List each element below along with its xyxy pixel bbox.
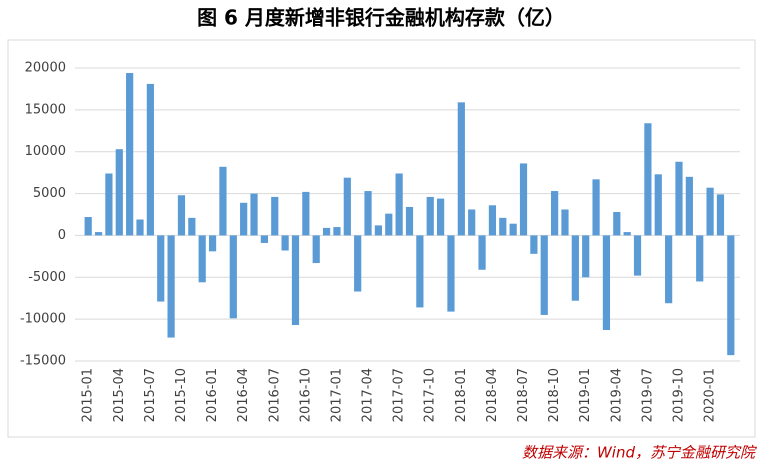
- bar: [115, 149, 123, 236]
- x-tick-label: 2019-04: [609, 368, 624, 422]
- x-tick-label: 2015-01: [81, 368, 96, 422]
- bar: [633, 235, 642, 276]
- bar: [405, 206, 414, 236]
- bar: [519, 163, 528, 236]
- bar: [706, 187, 714, 236]
- bar: [395, 173, 403, 236]
- y-tick-label: 10000: [25, 144, 66, 159]
- bar: [685, 176, 693, 236]
- bar: [644, 123, 652, 236]
- bar: [571, 235, 579, 301]
- bar: [271, 196, 279, 236]
- bar: [333, 227, 341, 236]
- bar: [509, 223, 517, 236]
- x-tick-label: 2019-10: [671, 368, 686, 422]
- x-tick-label: 2016-10: [298, 368, 313, 422]
- x-tick-label: 2017-07: [392, 368, 407, 422]
- x-tick-label: 2020-01: [703, 368, 718, 422]
- bar: [84, 217, 92, 236]
- bar: [675, 161, 683, 236]
- bar: [582, 235, 590, 278]
- bar: [468, 209, 476, 236]
- bar: [322, 227, 331, 236]
- bar: [416, 235, 424, 308]
- bar: [623, 232, 631, 236]
- bar: [146, 83, 154, 236]
- bar: [374, 225, 383, 236]
- bar: [240, 202, 248, 236]
- bar: [530, 235, 538, 254]
- source-note: 数据来源：Wind，苏宁金融研究院: [522, 444, 757, 462]
- y-tick-label: 5000: [33, 186, 66, 201]
- x-tick-label: 2017-10: [423, 368, 438, 422]
- x-tick-label: 2017-04: [361, 368, 376, 422]
- bar: [281, 235, 289, 251]
- bar: [312, 235, 320, 264]
- bar: [716, 194, 725, 236]
- x-tick-label: 2015-04: [112, 368, 127, 422]
- y-tick-label: 0: [58, 228, 66, 243]
- bar: [457, 102, 465, 236]
- x-tick-label: 2018-10: [547, 368, 562, 422]
- bar: [592, 179, 600, 236]
- y-tick-label: 20000: [25, 61, 66, 76]
- bar: [540, 235, 548, 315]
- bar: [364, 191, 372, 236]
- bar: [426, 196, 434, 236]
- bar: [198, 235, 206, 283]
- y-tick-label: 15000: [25, 102, 66, 117]
- bar: [167, 235, 175, 338]
- bar: [219, 166, 227, 236]
- y-tick-label: -5000: [28, 270, 66, 285]
- chart-title: 图 6 月度新增非银行金融机构存款（亿）: [197, 6, 565, 30]
- bar: [126, 73, 134, 236]
- x-tick-label: 2016-01: [205, 368, 220, 422]
- bar: [561, 209, 569, 236]
- y-tick-label: -15000: [20, 354, 66, 369]
- y-tick-label: -10000: [20, 312, 66, 327]
- bar: [177, 195, 186, 236]
- bar: [665, 235, 673, 304]
- bar: [157, 235, 165, 302]
- bar: [654, 174, 662, 236]
- bar: [727, 235, 735, 356]
- bar: [478, 235, 486, 270]
- bar: [208, 235, 217, 252]
- chart-frame: [7, 39, 756, 438]
- x-tick-label: 2015-07: [143, 368, 158, 422]
- x-tick-label: 2017-01: [329, 368, 344, 422]
- bar: [260, 235, 268, 243]
- x-tick-label: 2019-07: [640, 368, 655, 422]
- bar: [250, 193, 258, 236]
- bar: [602, 235, 611, 331]
- x-tick-label: 2016-07: [267, 368, 282, 422]
- bar: [291, 235, 300, 326]
- bar: [343, 177, 351, 236]
- bar: [613, 211, 621, 236]
- bar: [499, 217, 507, 236]
- bar: [188, 217, 196, 236]
- bar: [229, 235, 237, 319]
- bar: [488, 205, 497, 236]
- x-tick-label: 2019-01: [578, 368, 593, 422]
- bar: [302, 191, 310, 236]
- x-tick-label: 2018-07: [516, 368, 531, 422]
- bar: [447, 235, 455, 312]
- bar: [105, 173, 113, 236]
- bar: [436, 198, 445, 236]
- x-tick-label: 2016-04: [236, 368, 251, 422]
- x-tick-label: 2018-01: [454, 368, 469, 422]
- bar: [94, 232, 103, 236]
- bar: [385, 213, 393, 236]
- bar: [354, 235, 362, 292]
- bar: [136, 219, 144, 236]
- x-tick-label: 2015-10: [174, 368, 189, 422]
- bar: [551, 191, 559, 236]
- x-tick-label: 2018-04: [485, 368, 500, 422]
- bar: [696, 235, 704, 282]
